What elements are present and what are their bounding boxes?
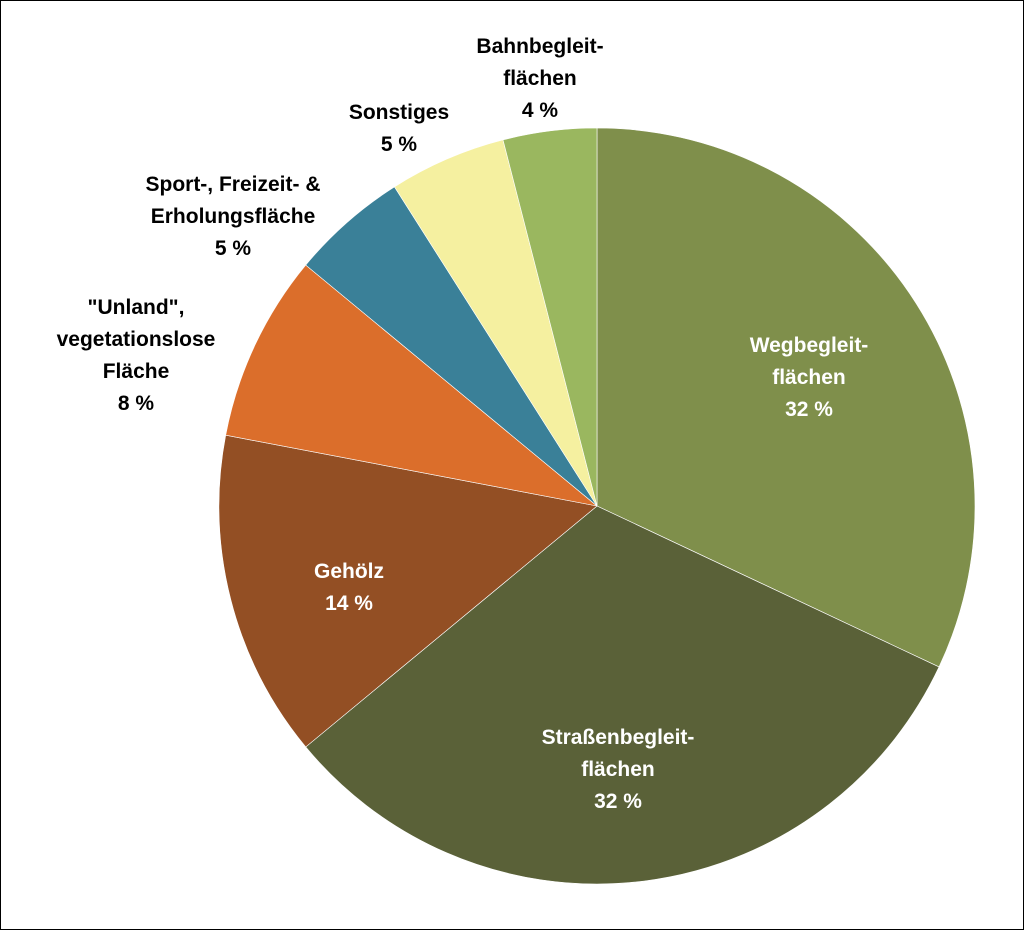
pie-slices	[218, 127, 976, 885]
pie-slice	[225, 264, 598, 507]
slice-name-label: Erholungsfläche	[151, 205, 316, 228]
slice-name-label: vegetationslose	[57, 328, 216, 351]
slice-name-label: Gehölz	[314, 560, 384, 583]
slice-name-label: Bahnbegleit-	[476, 35, 603, 58]
slice-value-label: 5 %	[215, 237, 252, 260]
slice-label: Wegbegleit-flächen 32 %	[750, 334, 869, 421]
pie-slice	[218, 434, 598, 748]
slice-label: Sport-, Freizeit- & Erholungsfläche 5 %	[145, 173, 320, 260]
slice-name-label: flächen	[581, 758, 655, 781]
slice-name-label: Sonstiges	[349, 101, 449, 124]
slice-value-label: 32 %	[594, 790, 642, 813]
slice-value-label: 8 %	[118, 392, 155, 415]
slice-name-label: flächen	[503, 67, 577, 90]
slice-name-label: Wegbegleit-	[750, 334, 869, 357]
pie-slice	[305, 505, 940, 885]
slice-name-label: "Unland",	[88, 296, 185, 319]
slice-label: Gehölz 14 %	[314, 560, 384, 615]
slice-name-label: flächen	[772, 366, 846, 389]
slice-label: Straßenbegleit-flächen 32 %	[542, 726, 695, 813]
slice-value-label: 14 %	[325, 592, 373, 615]
pie-slice	[502, 127, 598, 507]
pie-labels: Wegbegleit-flächen 32 %Straßenbegleit-flä…	[57, 35, 869, 813]
slice-label: Bahnbegleit-flächen 4 %	[476, 35, 603, 122]
slice-name-label: Straßenbegleit-	[542, 726, 695, 749]
slice-label: Sonstiges 5 %	[349, 101, 449, 156]
slice-value-label: 4 %	[522, 99, 559, 122]
slice-name-label: Sport-, Freizeit- &	[145, 173, 320, 196]
pie-slice	[596, 127, 976, 668]
slice-value-label: 5 %	[381, 133, 418, 156]
slice-name-label: Fläche	[103, 360, 170, 383]
slice-value-label: 32 %	[785, 398, 833, 421]
slice-label: "Unland", vegetationslose Fläche 8 %	[57, 296, 216, 415]
